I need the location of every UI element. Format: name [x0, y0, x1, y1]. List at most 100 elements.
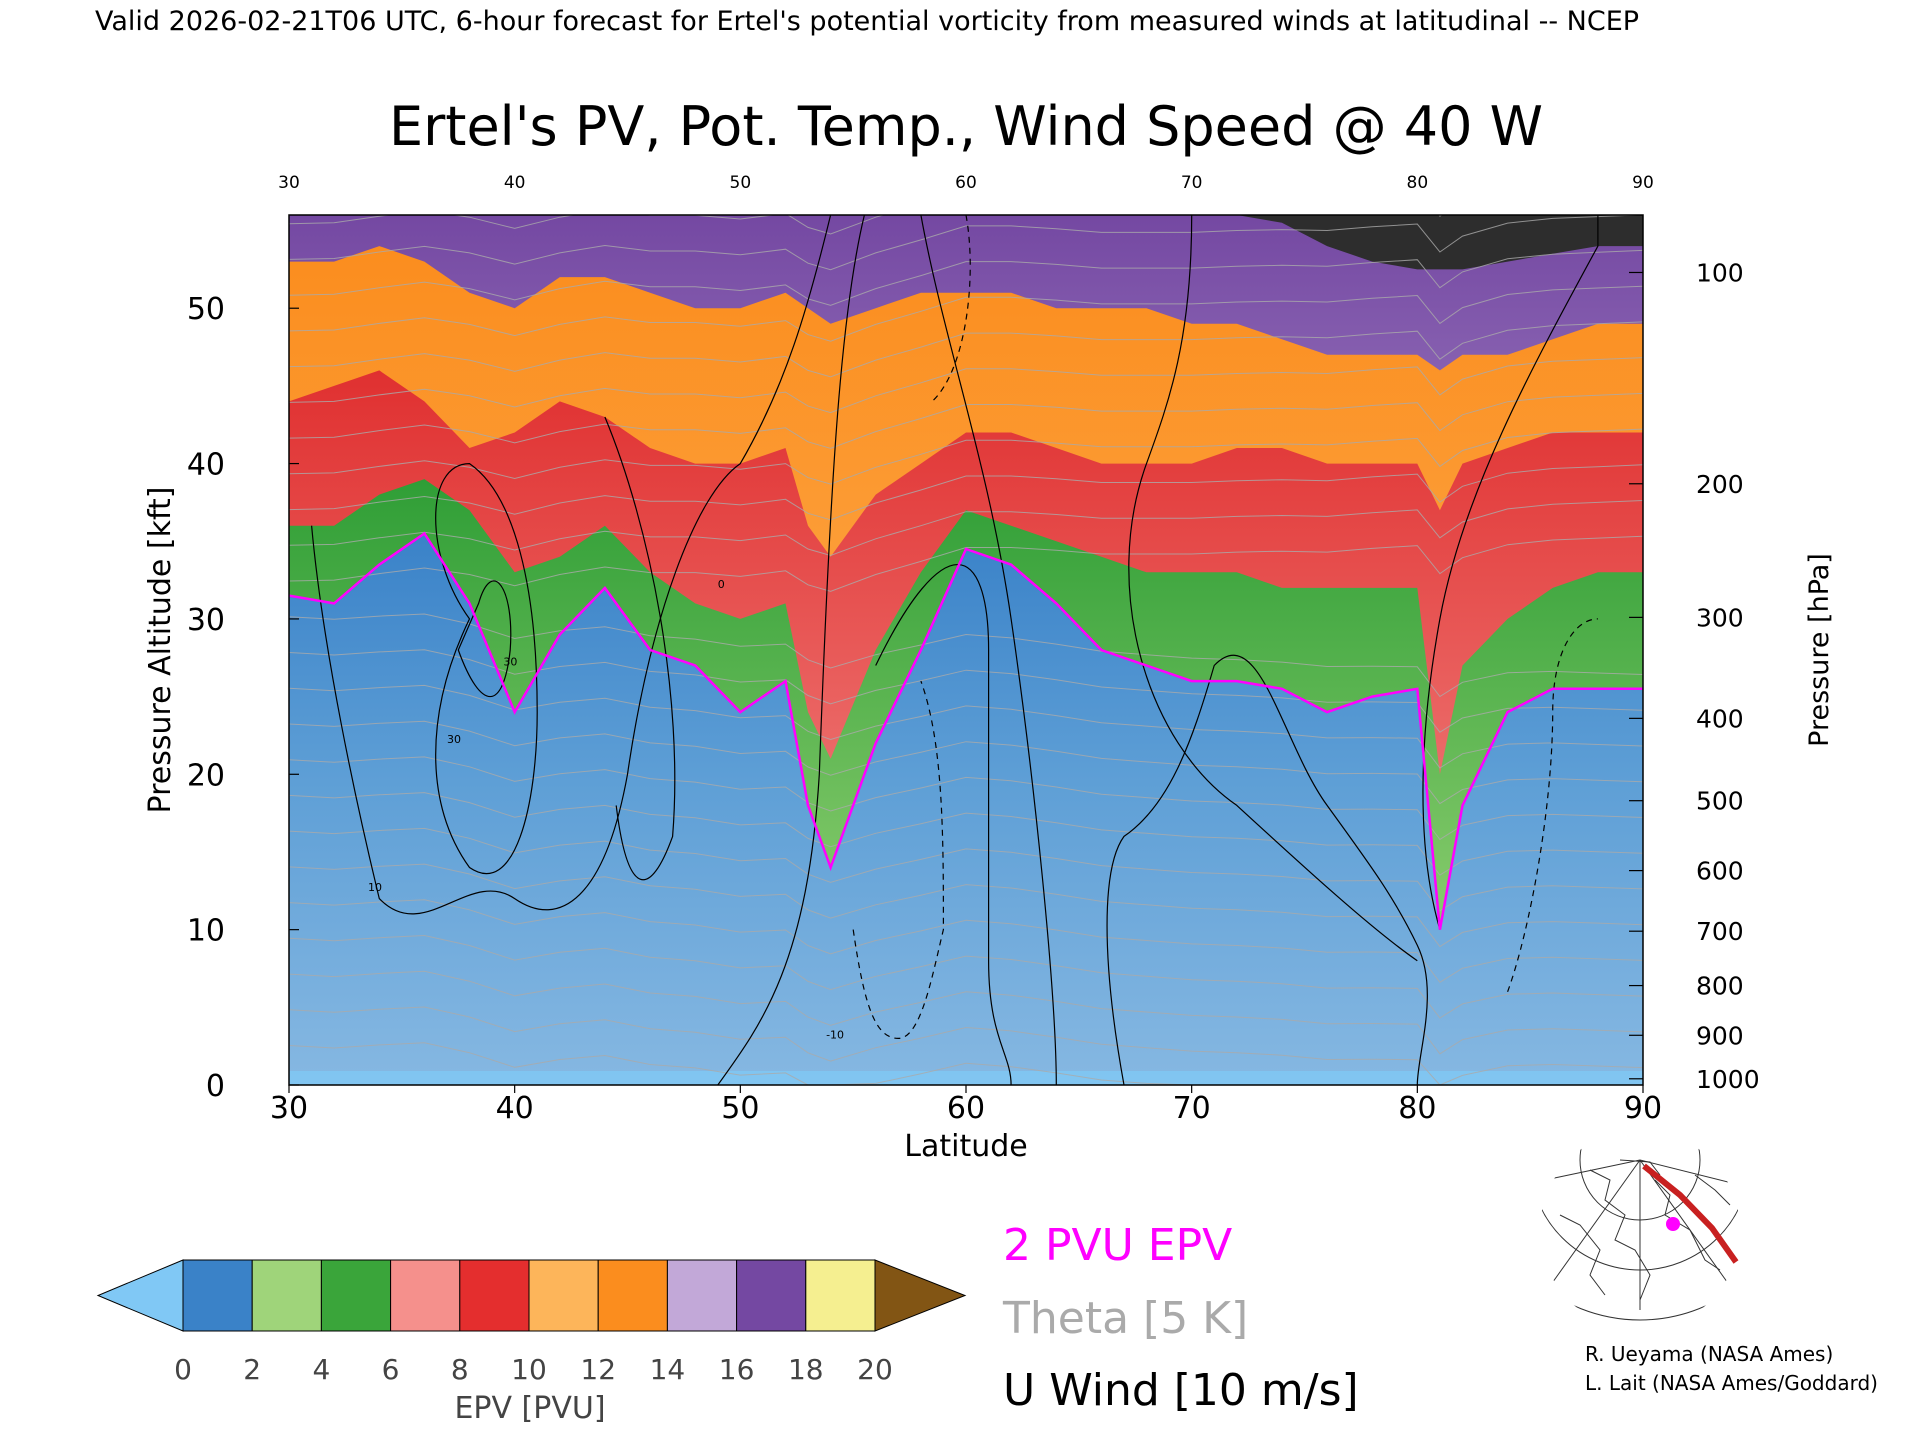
- polar-map-icon: [1540, 1130, 1740, 1321]
- theta-line: [289, 357, 1643, 414]
- colorbar-tick-label: 10: [511, 1353, 547, 1386]
- colorbar-segment: [390, 1259, 461, 1332]
- u-wind-contour: [1128, 215, 1418, 962]
- colorbar-segment: [736, 1259, 807, 1332]
- u-wind-contour: [435, 462, 538, 875]
- theta-line: [289, 863, 1643, 948]
- x-tick-label: 30: [270, 1091, 308, 1126]
- colorbar-tick-label: 8: [451, 1353, 469, 1386]
- x-tick-label: 90: [1624, 1091, 1662, 1126]
- colorbar-tick-label: 12: [580, 1353, 616, 1386]
- u-wind-contour: [931, 215, 971, 402]
- legend-theta: Theta [5 K]: [1002, 1293, 1248, 1344]
- u-wind-contour: [875, 563, 1012, 1085]
- colorbar-label: EPV [PVU]: [454, 1391, 605, 1426]
- plot-area: 10 30 30 0 -10 30304040505060607070808090900…: [187, 173, 1760, 1126]
- theta-line: [289, 321, 1643, 378]
- x-tick-label: 40: [496, 1091, 534, 1126]
- y-axis-label-right: Pressure [hPa]: [1804, 553, 1835, 747]
- u-wind-label: -10: [826, 1028, 844, 1041]
- x-tick-label: 70: [1173, 1091, 1211, 1126]
- colorbar-under-arrow: [96, 1259, 184, 1332]
- pv-layer-below-0: [289, 1071, 1643, 1085]
- x-tick-label-top: 60: [955, 173, 977, 193]
- two-pvu-contour: [289, 531, 1643, 930]
- two-pvu-line: [289, 531, 1643, 930]
- x-tick-label-top: 70: [1181, 173, 1203, 193]
- x-axis-label: Latitude: [904, 1129, 1027, 1164]
- colorbar-tick-label: 4: [312, 1353, 330, 1386]
- u-wind-label: 30: [503, 656, 517, 669]
- u-wind-contour: [1422, 215, 1599, 930]
- u-wind-contour: [1106, 654, 1428, 1085]
- x-tick-label-top: 50: [730, 173, 752, 193]
- transect-track: [1642, 1163, 1739, 1264]
- theta-line: [289, 899, 1643, 983]
- u-wind-contours: 10 30 30 0 -10: [311, 215, 1599, 1085]
- colorbar-over-arrow: [874, 1259, 967, 1332]
- pressure-tick-label: 100: [1696, 258, 1744, 287]
- colorbar-segment: [666, 1259, 738, 1332]
- y-tick-label: 0: [206, 1069, 225, 1104]
- pressure-tick-label: 200: [1696, 470, 1744, 499]
- y-tick-label: 50: [187, 292, 225, 327]
- x-tick-label: 60: [947, 1091, 985, 1126]
- u-wind-contour: [311, 215, 832, 915]
- pressure-tick-label: 500: [1696, 787, 1744, 816]
- pressure-tick-label: 400: [1696, 704, 1744, 733]
- colorbar-segment: [805, 1259, 876, 1332]
- u-wind-contour: [920, 215, 1057, 1085]
- u-wind-contour: [717, 215, 865, 1085]
- pressure-tick-label: 900: [1696, 1021, 1744, 1050]
- epv-layers: [289, 215, 1643, 1085]
- u-wind-label: 30: [447, 733, 461, 746]
- theta-line: [289, 613, 1643, 698]
- theta-line: [289, 720, 1643, 805]
- theta-line: [289, 649, 1643, 733]
- colorbar-segment: [459, 1259, 530, 1332]
- colorbar-tick-label: 2: [243, 1353, 261, 1386]
- u-wind-contour: [1507, 618, 1598, 993]
- x-tick-label-top: 90: [1632, 173, 1654, 193]
- axis-ticks: 3030404050506060707080809090010203040501…: [187, 173, 1760, 1126]
- valid-time-line: Valid 2026-02-21T06 UTC, 6-hour forecast…: [95, 6, 1639, 37]
- chart-title: Ertel's PV, Pot. Temp., Wind Speed @ 40 …: [389, 95, 1543, 158]
- theta-line: [289, 535, 1643, 592]
- theta-line: [289, 249, 1643, 306]
- colorbar-segment: [251, 1259, 322, 1332]
- y-tick-label: 20: [187, 758, 225, 793]
- theta-line: [289, 934, 1643, 1019]
- u-wind-contour: [457, 580, 512, 697]
- u-wind-contour: [852, 680, 945, 1040]
- theta-line: [289, 792, 1643, 876]
- colorbar-tick-label: 0: [174, 1353, 192, 1386]
- x-tick-label-top: 40: [504, 173, 526, 193]
- x-tick-label-top: 80: [1407, 173, 1429, 193]
- pressure-tick-label: 700: [1696, 917, 1744, 946]
- pressure-tick-label: 600: [1696, 857, 1744, 886]
- theta-line: [289, 215, 1443, 235]
- colorbar-tick-label: 16: [719, 1353, 755, 1386]
- legend-2pvu: 2 PVU EPV: [1003, 1220, 1232, 1271]
- u-wind-contour: [604, 416, 676, 881]
- colorbar-segment: [182, 1259, 253, 1332]
- theta-line: [289, 684, 1643, 769]
- x-tick-label: 50: [721, 1091, 759, 1126]
- colorbar-segment: [528, 1259, 599, 1332]
- y-axis-label-left: Pressure Altitude [kft]: [143, 487, 178, 814]
- theta-line: [289, 500, 1643, 557]
- colorbar-tick-label: 6: [382, 1353, 400, 1386]
- u-wind-label: 0: [718, 578, 725, 591]
- legend-u-wind: U Wind [10 m/s]: [1003, 1365, 1359, 1416]
- colorbar-tick-label: 20: [857, 1353, 893, 1386]
- pv-layer-0-2: [289, 533, 1643, 1085]
- y-tick-label: 10: [187, 914, 225, 949]
- y-tick-label: 40: [187, 448, 225, 483]
- colorbar-segment: [597, 1259, 668, 1332]
- colorbar-segment: [320, 1259, 392, 1332]
- colorbar-tick-label: 14: [650, 1353, 686, 1386]
- theta-line: [289, 464, 1643, 521]
- colorbar-tick-label: 18: [788, 1353, 824, 1386]
- theta-line: [289, 756, 1643, 841]
